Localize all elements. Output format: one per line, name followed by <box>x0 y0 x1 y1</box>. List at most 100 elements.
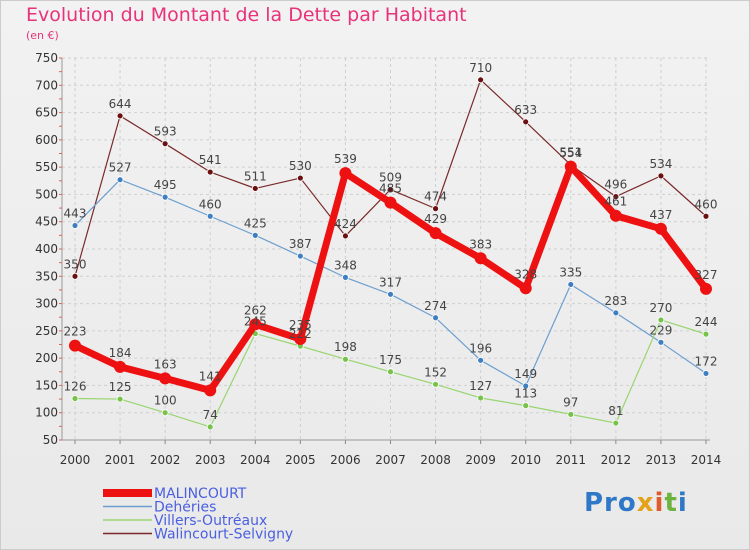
data-label-malincourt: 383 <box>469 237 492 251</box>
data-label-malincourt: 551 <box>559 146 582 160</box>
data-label-deh-ries: 495 <box>154 178 177 192</box>
data-point-villers-outr-aux <box>612 419 620 427</box>
data-point-malincourt <box>654 222 667 235</box>
x-tick-label: 2008 <box>420 453 451 467</box>
data-label-walincourt-selvigny: 474 <box>424 190 447 204</box>
data-labels: 350 644 593 541 511 530 424 509 474 710 633 554 496 5… <box>64 61 718 422</box>
data-label-walincourt-selvigny: 509 <box>379 171 402 185</box>
data-point-villers-outr-aux <box>161 409 169 417</box>
legend-label: Walincourt-Selvigny <box>154 527 293 543</box>
data-point-walincourt-selvigny <box>71 272 79 280</box>
data-label-malincourt: 163 <box>154 357 177 371</box>
data-label-malincourt: 461 <box>604 195 627 209</box>
chart-subtitle: (en €) <box>26 29 59 42</box>
data-label-villers-outr-aux: 74 <box>203 408 218 422</box>
data-label-malincourt: 184 <box>109 346 132 360</box>
data-label-deh-ries: 443 <box>64 207 87 221</box>
data-label-deh-ries: 196 <box>469 341 492 355</box>
y-tick-label: 50 <box>43 433 58 447</box>
data-label-malincourt: 141 <box>199 369 222 383</box>
data-point-walincourt-selvigny <box>477 76 485 84</box>
data-point-villers-outr-aux <box>567 410 575 418</box>
data-label-deh-ries: 149 <box>514 367 537 381</box>
legend-label: MALINCOURT <box>154 486 247 502</box>
x-tick-label: 2014 <box>691 453 722 467</box>
data-point-villers-outr-aux <box>387 368 394 376</box>
y-tick-label: 350 <box>35 269 58 283</box>
y-tick-label: 700 <box>35 78 58 92</box>
x-tick-label: 2004 <box>240 453 271 467</box>
data-point-walincourt-selvigny <box>251 185 259 192</box>
data-label-villers-outr-aux: 125 <box>109 380 132 394</box>
y-tick-label: 600 <box>35 133 58 147</box>
data-label-villers-outr-aux: 270 <box>649 301 672 315</box>
x-tick-label: 2006 <box>330 453 361 467</box>
data-label-malincourt: 485 <box>379 182 402 196</box>
y-tick-label: 150 <box>35 378 58 392</box>
x-tick-label: 2010 <box>510 453 541 467</box>
data-point-villers-outr-aux <box>206 423 214 431</box>
data-point-villers-outr-aux <box>522 402 530 410</box>
y-tick-label: 300 <box>35 297 58 311</box>
data-point-deh-ries <box>432 314 439 322</box>
data-label-walincourt-selvigny: 644 <box>109 97 132 111</box>
data-point-walincourt-selvigny <box>702 212 710 220</box>
data-point-villers-outr-aux <box>477 394 485 402</box>
data-label-malincourt: 223 <box>64 325 87 339</box>
data-point-deh-ries <box>657 338 665 346</box>
x-tick-label: 2013 <box>646 453 677 467</box>
data-label-villers-outr-aux: 222 <box>289 327 312 341</box>
data-label-deh-ries: 172 <box>695 354 718 368</box>
data-label-villers-outr-aux: 127 <box>469 379 492 393</box>
data-point-deh-ries <box>342 273 349 281</box>
x-tick-label: 2003 <box>195 453 226 467</box>
legend: MALINCOURTDehériesVillers-OutréauxWalinc… <box>103 486 293 543</box>
y-tick-label: 650 <box>35 106 58 120</box>
data-label-villers-outr-aux: 97 <box>563 395 578 409</box>
data-point-malincourt <box>609 209 622 222</box>
x-tick-label: 2002 <box>150 453 181 467</box>
data-point-deh-ries <box>702 370 710 377</box>
y-tick-label: 500 <box>35 187 58 201</box>
data-point-deh-ries <box>206 212 214 220</box>
y-tick-label: 550 <box>35 160 58 174</box>
data-point-deh-ries <box>522 382 530 390</box>
data-point-walincourt-selvigny <box>342 232 349 240</box>
y-tick-label: 400 <box>35 242 58 256</box>
data-point-malincourt <box>474 252 487 265</box>
x-tick-label: 2009 <box>465 453 496 467</box>
data-point-villers-outr-aux <box>116 395 124 403</box>
y-tick-labels: 50 100 150 200 250 300 350 400 450 500 550 600 650 70… <box>35 51 58 447</box>
data-point-malincourt <box>249 318 262 331</box>
data-label-walincourt-selvigny: 534 <box>649 157 672 171</box>
axes <box>59 57 710 444</box>
data-point-malincourt <box>294 333 307 346</box>
data-point-walincourt-selvigny <box>612 193 620 201</box>
data-point-walincourt-selvigny <box>432 205 439 213</box>
data-point-villers-outr-aux <box>342 355 349 363</box>
data-point-malincourt <box>564 160 577 173</box>
data-label-walincourt-selvigny: 460 <box>695 197 718 211</box>
data-label-walincourt-selvigny: 633 <box>514 103 537 117</box>
data-point-malincourt <box>384 196 397 209</box>
data-label-walincourt-selvigny: 496 <box>604 178 627 192</box>
data-point-deh-ries <box>71 222 79 229</box>
y-tick-label: 100 <box>35 406 58 420</box>
data-label-malincourt: 327 <box>695 268 718 282</box>
data-label-villers-outr-aux: 113 <box>514 387 537 401</box>
data-label-villers-outr-aux: 245 <box>244 315 267 329</box>
data-label-malincourt: 429 <box>424 212 447 226</box>
data-label-walincourt-selvigny: 710 <box>469 61 492 75</box>
data-label-malincourt: 328 <box>514 267 537 281</box>
data-point-malincourt <box>159 372 172 385</box>
data-label-villers-outr-aux: 244 <box>695 315 718 329</box>
data-label-walincourt-selvigny: 593 <box>154 125 177 139</box>
data-point-malincourt <box>69 339 81 352</box>
x-tick-label: 2011 <box>556 453 587 467</box>
data-point-malincourt <box>429 227 442 240</box>
x-tick-label: 2005 <box>285 453 316 467</box>
data-point-malincourt <box>339 167 352 180</box>
x-tick-label: 2007 <box>375 453 406 467</box>
data-point-walincourt-selvigny <box>387 186 394 193</box>
